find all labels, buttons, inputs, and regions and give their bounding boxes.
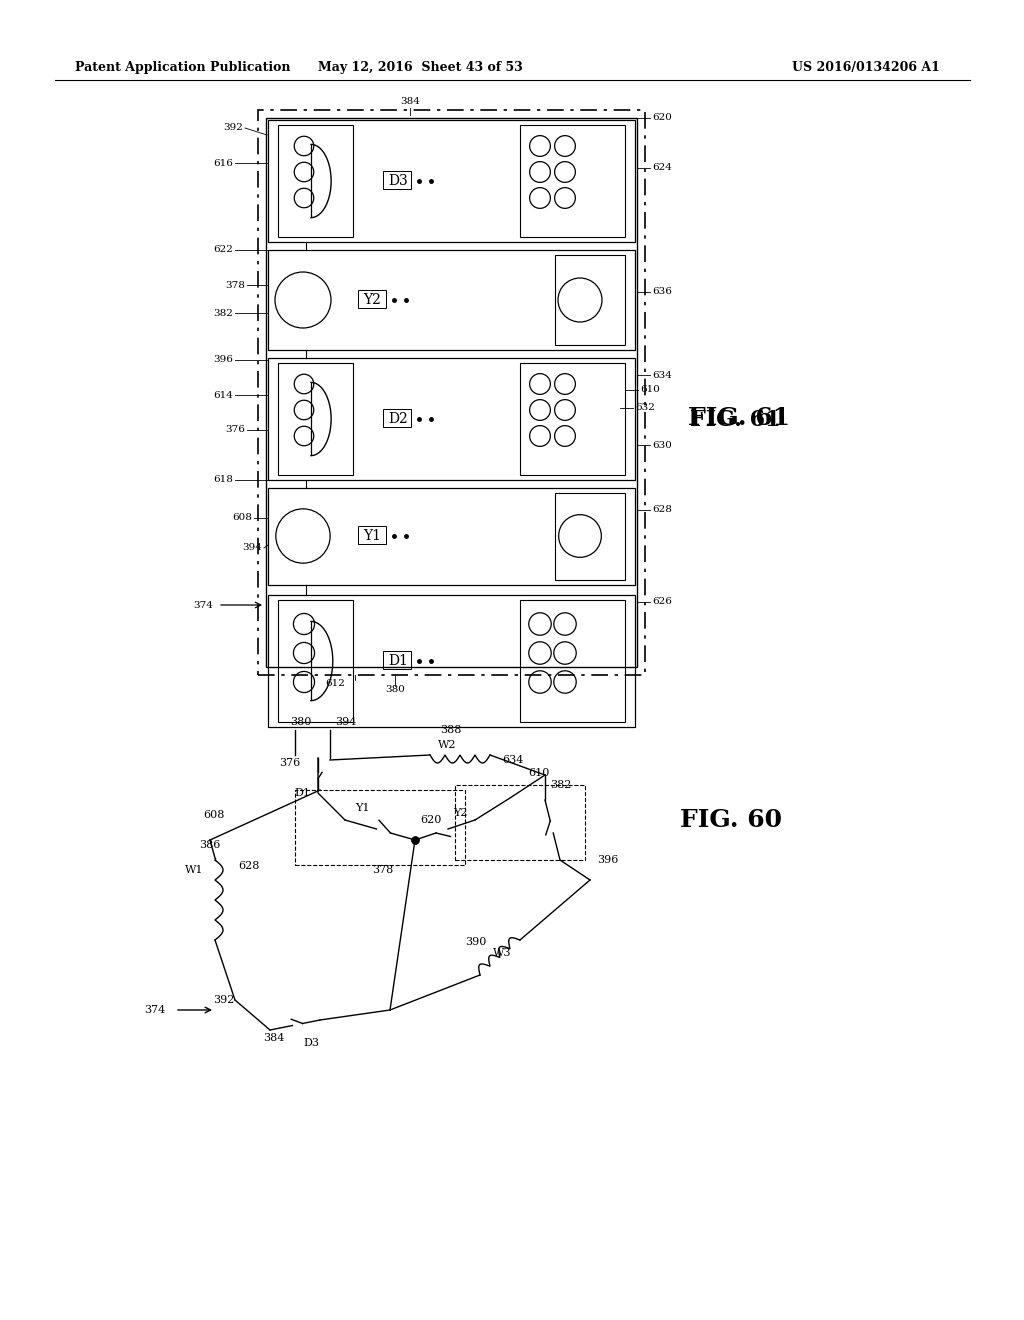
Text: 618: 618 (213, 475, 233, 484)
Bar (520, 363, 625, 475)
Bar (358, 290, 386, 308)
Text: 634: 634 (652, 371, 672, 380)
Bar (383, 172, 411, 189)
Text: 394: 394 (242, 544, 262, 553)
Bar (295, 789, 465, 865)
Text: 608: 608 (232, 513, 252, 523)
Text: Patent Application Publication: Patent Application Publication (75, 62, 291, 74)
Text: 608: 608 (204, 810, 225, 820)
Text: 620: 620 (652, 114, 672, 123)
Text: 384: 384 (263, 1034, 285, 1043)
Text: 632: 632 (635, 404, 655, 412)
Bar (258, 110, 645, 675)
Text: 634: 634 (502, 755, 523, 766)
Text: 378: 378 (372, 865, 393, 875)
Bar (268, 488, 635, 585)
Text: 628: 628 (652, 506, 672, 515)
Text: FIG. 60: FIG. 60 (680, 808, 782, 832)
Text: W2: W2 (438, 741, 457, 750)
Text: 620: 620 (420, 814, 441, 825)
Text: D2: D2 (388, 412, 408, 426)
Text: D3: D3 (303, 1038, 319, 1048)
Text: 610: 610 (528, 768, 549, 777)
Text: 378: 378 (225, 281, 245, 289)
Bar (455, 785, 585, 861)
Text: 386: 386 (199, 840, 220, 850)
Text: FIG. 61: FIG. 61 (688, 407, 790, 430)
Text: 624: 624 (652, 164, 672, 173)
Text: Y1: Y1 (355, 803, 370, 813)
Text: 390: 390 (466, 937, 487, 946)
Text: W3: W3 (493, 948, 512, 958)
Text: Y2: Y2 (362, 293, 381, 308)
Text: 376: 376 (279, 758, 300, 768)
Bar (278, 601, 353, 722)
Text: FIG. 61: FIG. 61 (690, 409, 780, 432)
Bar (555, 255, 625, 345)
Bar (383, 651, 411, 669)
Text: 610: 610 (640, 385, 659, 395)
Text: 396: 396 (213, 355, 233, 364)
Text: 396: 396 (597, 855, 618, 865)
Text: May 12, 2016  Sheet 43 of 53: May 12, 2016 Sheet 43 of 53 (317, 62, 522, 74)
Text: 374: 374 (143, 1005, 165, 1015)
Text: 636: 636 (652, 288, 672, 297)
Text: D1: D1 (294, 788, 310, 799)
Text: 388: 388 (440, 725, 462, 735)
Bar (268, 595, 635, 727)
Text: 616: 616 (213, 158, 233, 168)
Text: 612: 612 (325, 678, 345, 688)
Bar (278, 363, 353, 475)
Text: 614: 614 (213, 391, 233, 400)
Text: 380: 380 (290, 717, 311, 727)
Text: 384: 384 (400, 98, 420, 107)
Text: 382: 382 (550, 780, 571, 789)
Bar (520, 601, 625, 722)
Text: 376: 376 (225, 425, 245, 434)
Bar (358, 525, 386, 544)
Text: 628: 628 (238, 861, 259, 871)
Text: D1: D1 (388, 653, 408, 668)
Text: Y1: Y1 (362, 529, 381, 543)
Text: 394: 394 (335, 717, 356, 727)
Bar (268, 120, 635, 242)
Text: 630: 630 (652, 441, 672, 450)
Text: 392: 392 (214, 995, 234, 1005)
Text: W1: W1 (184, 865, 203, 875)
Bar (555, 492, 625, 579)
Text: 374: 374 (194, 601, 213, 610)
Text: 626: 626 (652, 598, 672, 606)
Text: 622: 622 (213, 246, 233, 255)
Text: 392: 392 (223, 124, 243, 132)
Text: D3: D3 (388, 174, 408, 187)
Bar (383, 409, 411, 426)
Bar (268, 249, 635, 350)
Bar (278, 125, 353, 238)
Text: Y2: Y2 (453, 808, 468, 818)
Text: US 2016/0134206 A1: US 2016/0134206 A1 (793, 62, 940, 74)
Text: 382: 382 (213, 309, 233, 318)
Bar (520, 125, 625, 238)
Bar (268, 358, 635, 480)
Bar (266, 117, 637, 667)
Text: 380: 380 (385, 685, 404, 693)
